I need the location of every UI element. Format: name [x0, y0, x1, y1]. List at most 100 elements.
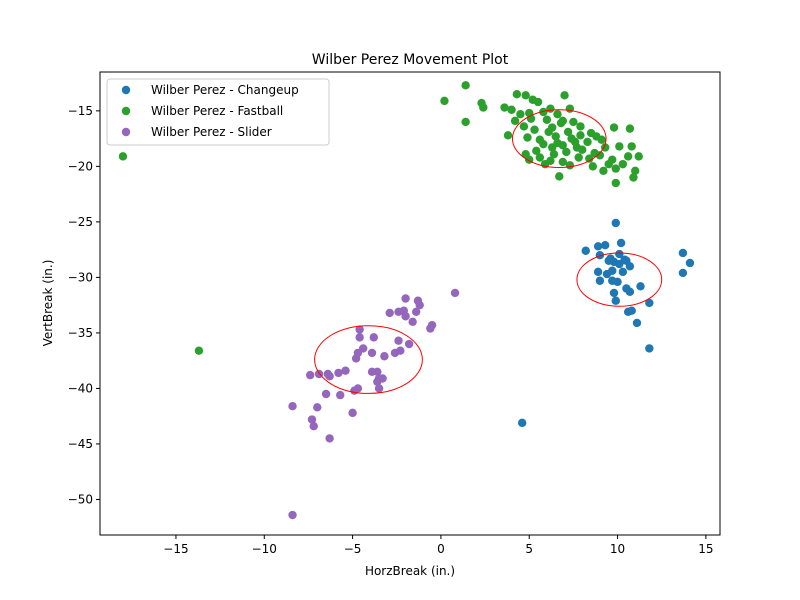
data-point: [309, 421, 318, 431]
chart-title: Wilber Perez Movement Plot: [312, 52, 509, 68]
data-point: [562, 147, 571, 157]
x-axis-label: HorzBreak (in.): [365, 564, 455, 578]
data-point: [118, 152, 128, 161]
data-point: [517, 418, 527, 428]
data-point: [560, 91, 569, 100]
points-layer: [118, 81, 695, 520]
data-point: [595, 276, 605, 285]
data-point: [604, 256, 613, 265]
data-point: [313, 403, 322, 412]
legend: Wilber Perez - Changeup Wilber Perez - Fa…: [106, 78, 330, 146]
data-point: [586, 128, 596, 138]
data-point: [588, 162, 598, 171]
data-point: [355, 325, 364, 334]
series-1: [118, 81, 643, 355]
data-point: [627, 306, 636, 315]
data-point: [519, 122, 529, 131]
data-point: [394, 336, 403, 345]
data-point: [440, 96, 449, 106]
data-point: [599, 166, 608, 176]
data-point: [408, 317, 417, 327]
y-tick-label: −50: [68, 492, 93, 506]
data-point: [321, 389, 331, 399]
data-point: [373, 377, 382, 386]
data-point: [627, 142, 636, 151]
data-point: [623, 152, 633, 161]
y-tick-label: −25: [68, 215, 93, 229]
data-point: [369, 333, 378, 342]
data-point: [334, 368, 343, 378]
x-axis: −15 −10 −5 0 5 10 15: [163, 535, 714, 556]
y-tick-label: −30: [68, 270, 93, 284]
data-point: [307, 415, 317, 424]
data-point: [325, 372, 334, 381]
data-point: [553, 109, 562, 119]
data-point: [563, 127, 573, 137]
data-point: [544, 127, 553, 137]
data-point: [613, 277, 622, 287]
x-tick-label: 5: [525, 542, 533, 556]
legend-entry: Wilber Perez - Fastball: [151, 104, 283, 118]
data-point: [555, 172, 564, 181]
data-point: [678, 248, 688, 258]
data-point: [411, 307, 421, 317]
data-point: [325, 434, 334, 443]
data-point: [625, 287, 635, 297]
data-point: [532, 146, 541, 156]
data-point: [611, 178, 620, 188]
data-point: [507, 105, 516, 114]
data-point: [479, 103, 488, 112]
legend-marker: [121, 127, 131, 137]
data-point: [194, 346, 204, 355]
data-point: [618, 267, 628, 277]
data-point: [461, 117, 470, 127]
x-tick-label: 10: [610, 542, 625, 556]
data-point: [461, 81, 470, 90]
data-point: [553, 138, 562, 148]
legend-entry: Wilber Perez - Changeup: [151, 83, 299, 97]
x-tick-label: 15: [698, 542, 713, 556]
x-tick-label: 0: [437, 542, 445, 556]
data-point: [367, 348, 377, 358]
data-point: [576, 122, 585, 131]
data-point: [558, 157, 567, 167]
data-point: [355, 333, 364, 342]
data-point: [551, 132, 560, 141]
data-point: [565, 161, 575, 170]
data-point: [539, 107, 548, 117]
data-point: [631, 166, 640, 176]
data-point: [615, 249, 624, 259]
legend-marker: [121, 85, 131, 95]
confidence-ellipse: [314, 325, 423, 394]
data-point: [615, 142, 624, 151]
data-point: [609, 288, 619, 298]
data-point: [685, 258, 695, 268]
data-point: [625, 124, 635, 133]
data-point: [380, 352, 389, 361]
data-point: [394, 307, 403, 317]
data-point: [678, 268, 688, 278]
data-point: [341, 366, 350, 375]
plot-frame: [99, 71, 721, 536]
data-point: [576, 131, 585, 140]
data-point: [503, 131, 513, 140]
x-tick-label: −10: [252, 542, 277, 556]
data-point: [512, 90, 522, 99]
legend-entry: Wilber Perez - Slider: [151, 125, 272, 139]
data-point: [336, 390, 345, 400]
confidence-ellipse: [511, 109, 607, 168]
series-0: [517, 218, 695, 428]
data-point: [597, 135, 606, 144]
y-tick-label: −40: [68, 381, 93, 395]
data-point: [539, 139, 548, 149]
data-point: [288, 402, 297, 411]
data-point: [348, 408, 357, 418]
data-point: [535, 153, 545, 162]
confidence-ellipse: [576, 252, 663, 307]
data-point: [351, 354, 361, 363]
data-point: [305, 370, 315, 380]
data-point: [645, 344, 654, 353]
data-point: [622, 256, 631, 265]
data-point: [565, 104, 575, 113]
